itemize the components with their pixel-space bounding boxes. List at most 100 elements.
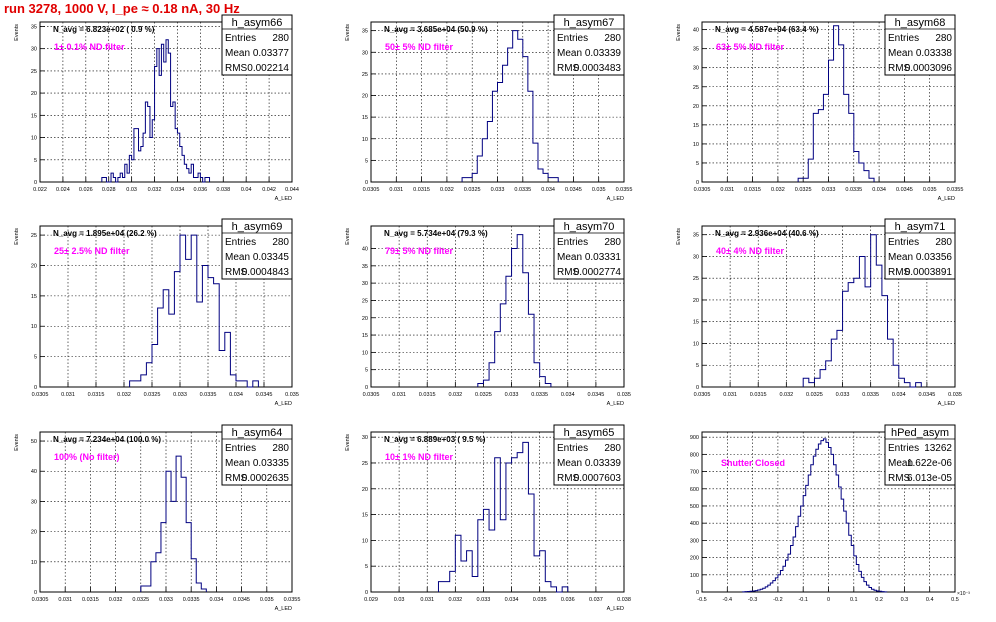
stats-box bbox=[221, 218, 293, 280]
y-tick-label: 0 bbox=[696, 385, 699, 391]
x-tick-label: 0.0325 bbox=[806, 392, 823, 398]
histogram-line bbox=[129, 234, 259, 388]
stats-mean-value: 1.622e-06 bbox=[907, 458, 952, 469]
y-tick-label: 20 bbox=[31, 263, 37, 269]
y-tick-label: 10 bbox=[362, 350, 368, 356]
x-tick-label: 0.024 bbox=[56, 187, 70, 193]
stats-entries-label: Entries bbox=[557, 443, 588, 454]
stats-rms-value: 6.013e-05 bbox=[907, 473, 952, 484]
y-tick-label: 15 bbox=[31, 113, 37, 119]
filter-note: 63± 5% ND filter bbox=[716, 42, 784, 52]
stats-rms-value: 0.0002635 bbox=[242, 473, 290, 484]
stats-mean-value: 0.03338 bbox=[916, 48, 953, 59]
histogram-line bbox=[461, 30, 559, 182]
y-tick-label: 800 bbox=[690, 452, 699, 458]
panel-h_asym64: 0.0305 0.031 0.0315 0.032 0.0325 0.033 0.0335 0… bbox=[14, 424, 301, 612]
y-tick-label: 40 bbox=[362, 247, 368, 253]
stats-entries-label: Entries bbox=[888, 443, 919, 454]
x-tick-label: 0.0325 bbox=[464, 187, 481, 193]
x-tick-label: 0.035 bbox=[923, 187, 937, 193]
y-tick-label: 30 bbox=[362, 435, 368, 441]
x-tick-label: 0.033 bbox=[836, 392, 850, 398]
y-tick-label: 10 bbox=[31, 136, 37, 142]
stats-box bbox=[884, 14, 956, 76]
y-tick-label: 40 bbox=[693, 28, 699, 34]
y-tick-label: 10 bbox=[31, 560, 37, 566]
panel-hPed_asym: -0.5 -0.4 -0.3 -0.2 -0.1 0 0.1 0.2 0.3 0.4 0.5 0 100… bbox=[690, 424, 970, 603]
stats-entries-label: Entries bbox=[888, 237, 919, 248]
stats-mean-label: Mean bbox=[225, 458, 250, 469]
x-axis-label: A_LED bbox=[938, 196, 955, 202]
x-tick-label: 0.035 bbox=[533, 597, 547, 603]
x-tick-label: 0.033 bbox=[822, 187, 836, 193]
stats-mean-value: 0.03339 bbox=[585, 458, 622, 469]
x-tick-label: 0.0335 bbox=[514, 187, 531, 193]
x-tick-label: 0.032 bbox=[448, 597, 462, 603]
stats-title: h_asym68 bbox=[895, 17, 946, 29]
x-tick-label: 0.033 bbox=[505, 392, 519, 398]
x-tick-label: 0.03 bbox=[394, 597, 405, 603]
x-tick-label: 0.0305 bbox=[32, 392, 49, 398]
x-tick-label: 0.0305 bbox=[363, 392, 380, 398]
histogram-line bbox=[437, 441, 569, 593]
x-tick-label: 0.032 bbox=[148, 187, 162, 193]
y-tick-label: 30 bbox=[693, 254, 699, 260]
x-tick-label: 0.0325 bbox=[144, 392, 161, 398]
x-tick-label: 0.0305 bbox=[694, 187, 711, 193]
stats-rms-value: 0.002214 bbox=[247, 63, 289, 74]
navg-label: N_avg = 5.734e+04 (79.3 %) bbox=[384, 229, 488, 238]
x-tick-label: 0.034 bbox=[171, 187, 185, 193]
stats-entries-value: 280 bbox=[272, 33, 289, 44]
x-tick-label: 0.026 bbox=[79, 187, 93, 193]
x-tick-label: 0.0305 bbox=[363, 187, 380, 193]
x-tick-label: 0.033 bbox=[491, 187, 505, 193]
stats-mean-label: Mean bbox=[557, 458, 582, 469]
y-tick-label: 0 bbox=[34, 590, 37, 596]
y-tick-label: 5 bbox=[365, 564, 368, 570]
stats-mean-label: Mean bbox=[225, 48, 250, 59]
x-tick-label: 0.034 bbox=[561, 392, 575, 398]
stats-mean-value: 0.03377 bbox=[253, 48, 290, 59]
x-axis-label: A_LED bbox=[275, 401, 292, 407]
panel-h_asym71: 0.0305 0.031 0.0315 0.032 0.0325 0.033 0.0335 0… bbox=[676, 218, 962, 407]
y-tick-label: 35 bbox=[362, 264, 368, 270]
stats-title: h_asym70 bbox=[564, 221, 615, 233]
x-tick-label: 0.03 bbox=[126, 187, 137, 193]
x-tick-label: 0.031 bbox=[389, 187, 403, 193]
x-exponent: ×10⁻³ bbox=[957, 591, 970, 597]
y-tick-label: 0 bbox=[365, 385, 368, 391]
x-tick-label: 0.0315 bbox=[88, 392, 105, 398]
stats-rms-label: RMS bbox=[557, 63, 580, 74]
y-tick-label: 100 bbox=[690, 573, 699, 579]
x-tick-label: 0.0345 bbox=[233, 597, 250, 603]
x-tick-label: 0.0345 bbox=[565, 187, 582, 193]
x-axis-label: A_LED bbox=[275, 196, 292, 202]
stats-rms-value: 0.0003483 bbox=[574, 63, 622, 74]
x-tick-label: 0.034 bbox=[229, 392, 243, 398]
x-tick-label: 0.038 bbox=[617, 597, 631, 603]
y-axis-label: Events bbox=[676, 228, 682, 245]
y-tick-label: 35 bbox=[31, 24, 37, 30]
y-axis-label: Events bbox=[345, 228, 351, 245]
x-tick-label: 0.036 bbox=[193, 187, 207, 193]
y-tick-label: 20 bbox=[693, 104, 699, 110]
stats-box bbox=[553, 218, 625, 280]
x-tick-label: 0.2 bbox=[875, 597, 883, 603]
x-tick-label: 0.0325 bbox=[475, 392, 492, 398]
x-tick-label: 0.0355 bbox=[284, 597, 301, 603]
stats-rms-value: 0.0002774 bbox=[574, 267, 622, 278]
x-tick-label: -0.5 bbox=[697, 597, 706, 603]
x-tick-label: 0.0315 bbox=[419, 392, 436, 398]
stats-rms-label: RMS bbox=[225, 473, 248, 484]
y-tick-label: 15 bbox=[362, 115, 368, 121]
x-tick-label: 0.0305 bbox=[32, 597, 49, 603]
stats-entries-label: Entries bbox=[225, 33, 256, 44]
x-tick-label: 0.0315 bbox=[82, 597, 99, 603]
x-tick-label: 0.031 bbox=[58, 597, 72, 603]
stats-entries-label: Entries bbox=[888, 33, 919, 44]
x-tick-label: 0.035 bbox=[948, 392, 962, 398]
y-tick-label: 25 bbox=[31, 69, 37, 75]
stats-title: hPed_asym bbox=[891, 427, 949, 439]
stats-mean-label: Mean bbox=[888, 48, 913, 59]
